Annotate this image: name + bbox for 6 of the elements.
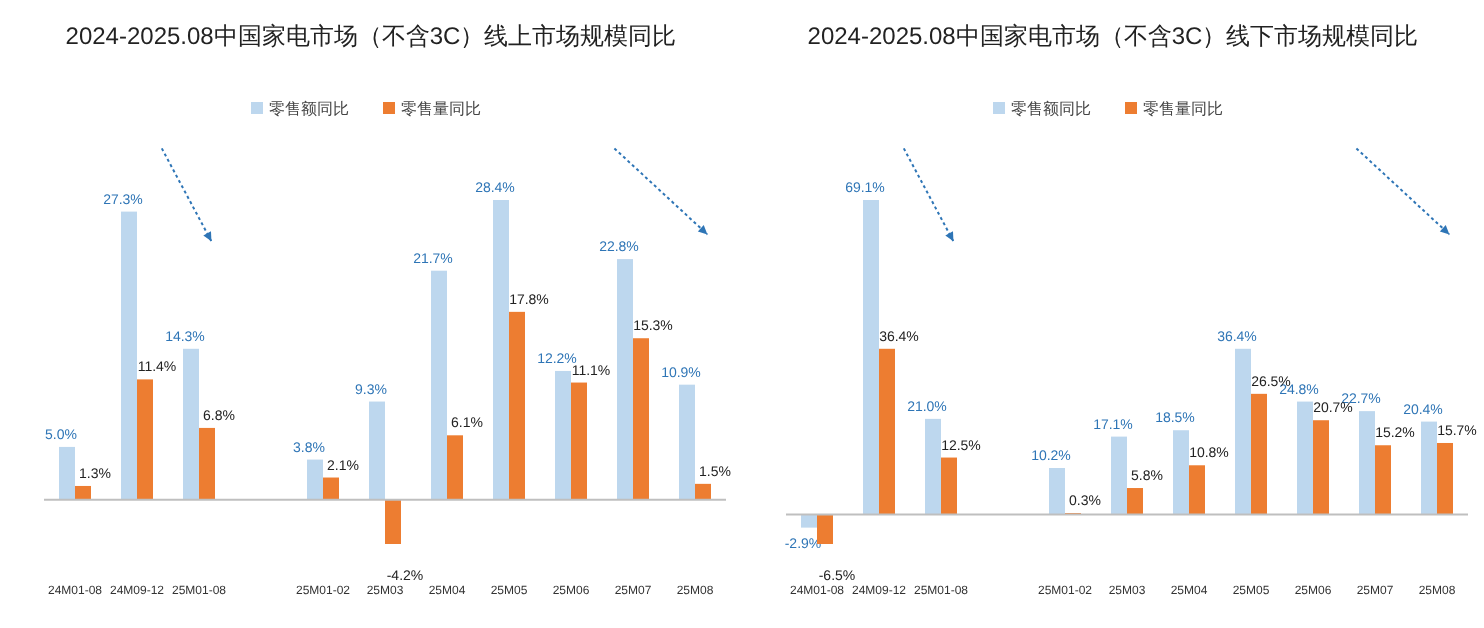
legend-label: 零售额同比 <box>269 100 349 118</box>
chart-title: 2024-2025.08中国家电市场（不含3C）线下市场规模同比 <box>807 22 1419 50</box>
legend-label: 零售额同比 <box>1011 100 1091 118</box>
chart-title: 2024-2025.08中国家电市场（不含3C）线上市场规模同比 <box>65 22 677 50</box>
legend-label: 零售量同比 <box>1143 100 1223 118</box>
legend-label: 零售量同比 <box>401 100 481 118</box>
